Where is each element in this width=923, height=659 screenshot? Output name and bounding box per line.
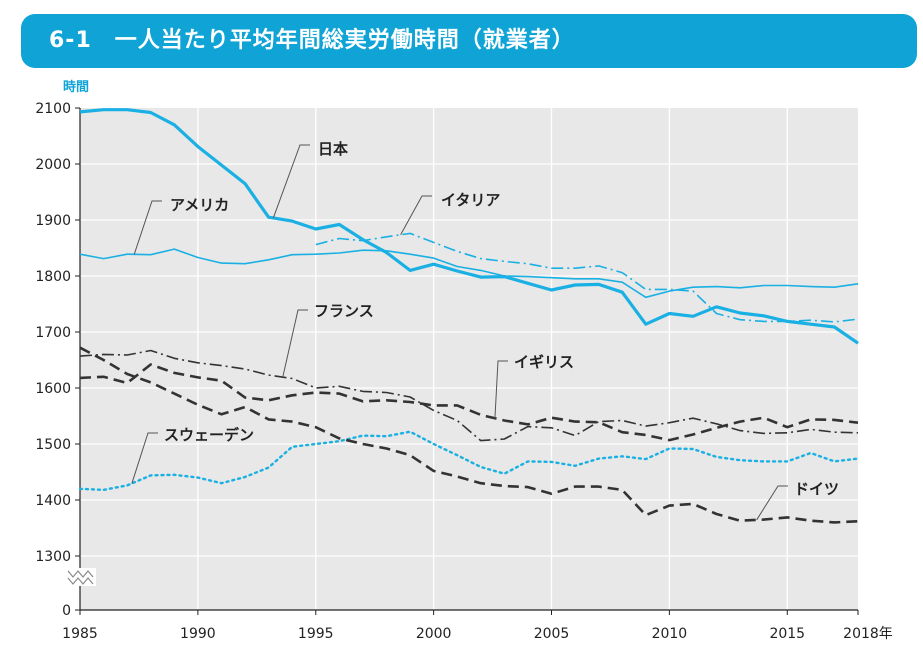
y-tick-label: 1300 bbox=[35, 549, 71, 565]
y-tick-label: 1500 bbox=[35, 437, 71, 453]
y-tick-label: 0 bbox=[62, 603, 71, 619]
annotation-leader bbox=[282, 309, 308, 378]
series-line-フランス bbox=[79, 349, 859, 442]
chart-title: 6-1 一人当たり平均年間総実労働時間（就業者） bbox=[49, 28, 575, 53]
y-axis-label: 時間 bbox=[63, 79, 89, 95]
y-tick-label: 1400 bbox=[35, 493, 71, 509]
title-banner: 6-1 一人当たり平均年間総実労働時間（就業者） bbox=[21, 14, 917, 68]
axis-break-icon bbox=[67, 570, 94, 585]
annotation-label: スウェーデン bbox=[164, 426, 254, 444]
x-tick-label: 2000 bbox=[416, 626, 452, 642]
annotation-label: 日本 bbox=[318, 140, 348, 158]
y-tick-label: 1600 bbox=[35, 381, 71, 397]
annotation-label: フランス bbox=[314, 302, 374, 320]
x-tick-label: 1990 bbox=[180, 626, 216, 642]
annotation-label: イタリア bbox=[441, 191, 500, 209]
annotation-label: イギリス bbox=[514, 353, 574, 371]
annotation-leader bbox=[133, 200, 162, 255]
annotation-leader bbox=[756, 485, 788, 521]
annotation-label: ドイツ bbox=[794, 480, 839, 498]
annotation-leader bbox=[272, 144, 310, 219]
x-tick-label: 2015 bbox=[769, 626, 805, 642]
axis-break-mask bbox=[66, 568, 96, 586]
plot-area bbox=[80, 108, 858, 610]
annotation-leader bbox=[131, 432, 158, 484]
annotation-leader bbox=[400, 195, 432, 236]
y-tick-label: 1700 bbox=[35, 325, 71, 341]
x-tick-label: 1985 bbox=[62, 626, 98, 642]
series-line-アメリカ bbox=[79, 248, 859, 299]
y-tick-label: 1900 bbox=[35, 213, 71, 229]
y-tick-label: 2100 bbox=[35, 101, 71, 117]
y-tick-label: 2000 bbox=[35, 157, 71, 173]
series-line-イギリス bbox=[79, 363, 859, 442]
x-tick-label: 2005 bbox=[534, 626, 570, 642]
annotation-label: アメリカ bbox=[170, 196, 229, 214]
series-line-日本 bbox=[79, 108, 859, 345]
annotation-leader bbox=[494, 360, 508, 419]
x-tick-label: 2010 bbox=[652, 626, 688, 642]
x-tick-label: 1995 bbox=[298, 626, 334, 642]
series-line-スウェーデン bbox=[78, 430, 860, 492]
x-tick-label: 2018年 bbox=[843, 626, 893, 642]
series-line-イタリア bbox=[315, 232, 859, 323]
y-tick-label: 1800 bbox=[35, 269, 71, 285]
series-line-ドイツ bbox=[79, 346, 859, 524]
